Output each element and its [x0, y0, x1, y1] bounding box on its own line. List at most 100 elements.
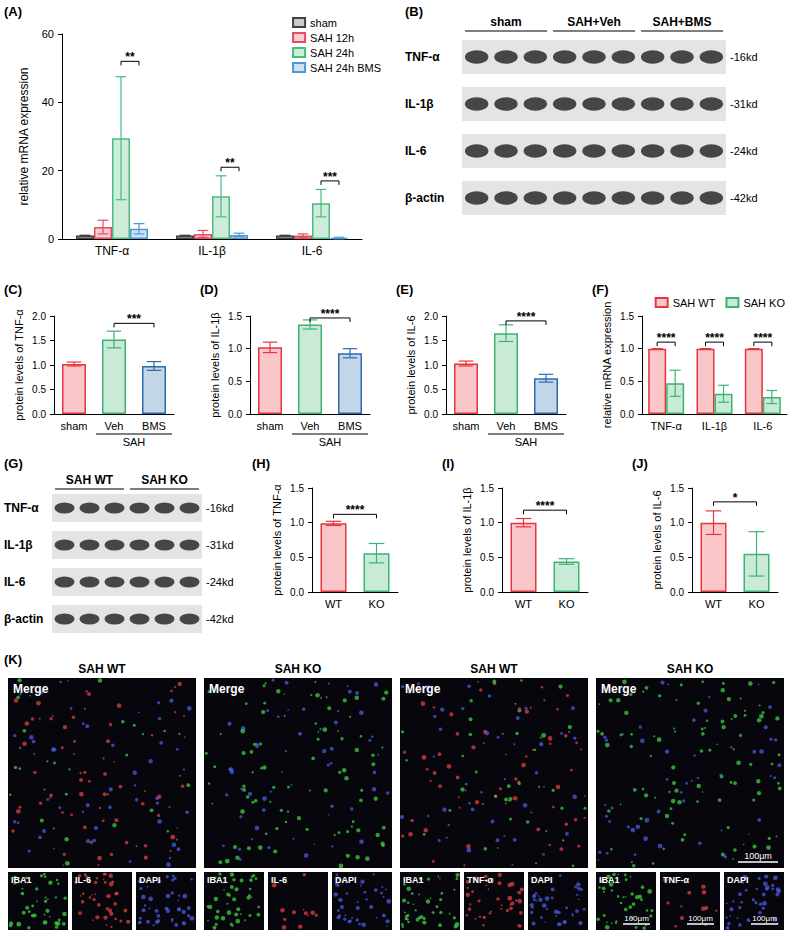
svg-text:0.5: 0.5 [480, 552, 494, 563]
svg-text:1.5: 1.5 [290, 483, 304, 494]
svg-text:0.0: 0.0 [670, 587, 684, 598]
svg-text:-42kd: -42kd [730, 192, 758, 204]
svg-text:-42kd: -42kd [206, 613, 234, 625]
svg-text:SAH KO: SAH KO [743, 297, 785, 309]
svg-text:Veh: Veh [105, 420, 124, 432]
svg-text:protein levels of IL-6: protein levels of IL-6 [651, 490, 663, 589]
svg-text:Veh: Veh [497, 420, 516, 432]
svg-text:0: 0 [48, 233, 54, 245]
svg-text:BMS: BMS [338, 420, 362, 432]
svg-text:(J): (J) [632, 456, 648, 471]
svg-text:TNF-α: TNF-α [650, 420, 682, 432]
svg-text:SAH: SAH [319, 436, 342, 448]
svg-text:IBA1: IBA1 [11, 875, 32, 885]
svg-text:0.5: 0.5 [670, 552, 684, 563]
svg-text:protein levels of TNF-α: protein levels of TNF-α [271, 484, 283, 596]
svg-text:KO: KO [749, 598, 765, 610]
svg-text:Merge: Merge [13, 682, 49, 696]
svg-text:1.0: 1.0 [424, 360, 438, 371]
svg-text:DAPI: DAPI [531, 875, 553, 885]
svg-text:****: **** [346, 503, 365, 517]
svg-text:BMS: BMS [142, 420, 166, 432]
svg-text:IL-1β: IL-1β [702, 420, 727, 432]
svg-text:1.0: 1.0 [480, 517, 494, 528]
svg-text:(D): (D) [200, 282, 218, 297]
svg-text:TNF-α: TNF-α [467, 875, 493, 885]
svg-text:DAPI: DAPI [727, 875, 749, 885]
svg-text:IL-6: IL-6 [75, 875, 91, 885]
svg-text:(C): (C) [4, 282, 22, 297]
svg-text:TNF-α: TNF-α [663, 875, 689, 885]
svg-text:Veh: Veh [301, 420, 320, 432]
svg-text:SAH: SAH [515, 436, 538, 448]
svg-text:-16kd: -16kd [206, 502, 234, 514]
svg-text:-24kd: -24kd [730, 145, 758, 157]
svg-text:SAH KO: SAH KO [275, 662, 322, 676]
svg-text:relative mRNA expression: relative mRNA expression [17, 67, 31, 205]
svg-text:100μm: 100μm [624, 914, 649, 923]
svg-text:IBA1: IBA1 [207, 875, 228, 885]
svg-text:40: 40 [42, 96, 54, 108]
svg-text:1.5: 1.5 [424, 335, 438, 346]
svg-text:SAH+BMS: SAH+BMS [652, 15, 711, 29]
svg-text:0.5: 0.5 [32, 384, 46, 395]
svg-text:SAH KO: SAH KO [141, 473, 188, 487]
svg-text:****: **** [536, 499, 555, 513]
svg-text:relative mRNA expression: relative mRNA expression [601, 302, 613, 429]
svg-text:SAH KO: SAH KO [667, 662, 714, 676]
svg-text:-24kd: -24kd [206, 576, 234, 588]
svg-text:SAH WT: SAH WT [66, 473, 114, 487]
svg-text:IBA1: IBA1 [599, 875, 620, 885]
svg-text:*: * [733, 491, 738, 505]
svg-text:60: 60 [42, 28, 54, 40]
svg-text:SAH WT: SAH WT [470, 662, 518, 676]
svg-text:KO: KO [369, 598, 385, 610]
svg-text:SAH+Veh: SAH+Veh [567, 15, 621, 29]
svg-text:(H): (H) [252, 456, 270, 471]
svg-text:IL-6: IL-6 [302, 244, 323, 258]
svg-text:20: 20 [42, 165, 54, 177]
svg-text:(A): (A) [4, 4, 22, 19]
svg-text:0.5: 0.5 [620, 376, 634, 387]
svg-text:(K): (K) [4, 652, 22, 667]
svg-text:TNF-α: TNF-α [95, 244, 129, 258]
svg-text:1.0: 1.0 [290, 517, 304, 528]
svg-text:IL-6: IL-6 [753, 420, 772, 432]
svg-text:Merge: Merge [601, 682, 637, 696]
svg-text:****: **** [657, 331, 676, 345]
svg-text:**: ** [225, 156, 235, 170]
svg-text:protein levels of IL-1β: protein levels of IL-1β [461, 487, 473, 592]
svg-text:protein levels of TNF-α: protein levels of TNF-α [13, 309, 25, 421]
svg-text:1.0: 1.0 [32, 360, 46, 371]
svg-text:1.5: 1.5 [32, 335, 46, 346]
svg-text:IBA1: IBA1 [403, 875, 424, 885]
svg-text:(G): (G) [4, 456, 23, 471]
svg-text:1.5: 1.5 [228, 311, 242, 322]
svg-text:IL-1β: IL-1β [198, 244, 226, 258]
svg-text:IL-6: IL-6 [271, 875, 287, 885]
svg-text:****: **** [321, 307, 340, 321]
svg-text:0.0: 0.0 [290, 587, 304, 598]
svg-text:100μm: 100μm [688, 914, 713, 923]
svg-text:0.5: 0.5 [424, 384, 438, 395]
svg-text:DAPI: DAPI [139, 875, 161, 885]
svg-text:-31kd: -31kd [206, 539, 234, 551]
svg-text:0.0: 0.0 [32, 409, 46, 420]
svg-text:1.0: 1.0 [620, 343, 634, 354]
svg-text:(B): (B) [405, 4, 423, 19]
svg-text:IL-1β: IL-1β [4, 538, 33, 552]
svg-text:sham: sham [490, 15, 521, 29]
svg-text:Merge: Merge [405, 682, 441, 696]
svg-text:BMS: BMS [534, 420, 558, 432]
svg-text:0.5: 0.5 [228, 376, 242, 387]
svg-text:SAH 12h: SAH 12h [310, 32, 354, 44]
svg-text:0.0: 0.0 [424, 409, 438, 420]
svg-text:WT: WT [705, 598, 722, 610]
svg-text:****: **** [517, 310, 536, 324]
svg-text:****: **** [753, 331, 772, 345]
svg-text:100μm: 100μm [744, 851, 772, 861]
svg-text:0.5: 0.5 [290, 552, 304, 563]
svg-text:IL-6: IL-6 [4, 575, 26, 589]
svg-text:β-actin: β-actin [4, 612, 43, 626]
svg-text:SAH WT: SAH WT [673, 297, 716, 309]
